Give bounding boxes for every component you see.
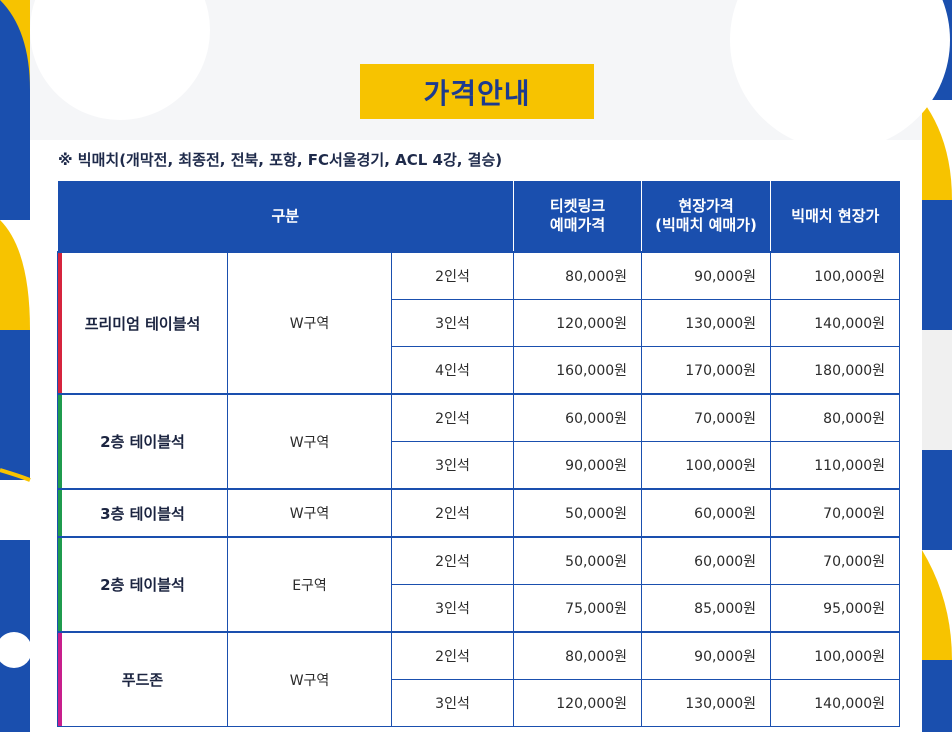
- seat-cell: 2인석: [390, 488, 515, 538]
- category-cell: 푸드존: [57, 631, 228, 727]
- ticketlink-price: 90,000원: [513, 441, 643, 490]
- bigmatch-price: 140,000원: [770, 299, 901, 347]
- seat-cell: 2인석: [390, 251, 515, 300]
- onsite-price: 170,000원: [641, 346, 772, 395]
- table-row: 2층 테이블석 W구역 2인석 60,000원 70,000원 80,000원: [57, 393, 901, 490]
- zone-cell: W구역: [227, 488, 392, 538]
- header-ticketlink-line2: 예매가격: [549, 216, 606, 234]
- table-row: 3인석 120,000원 130,000원 140,000원: [58, 679, 901, 727]
- header-ticketlink: 티켓링크 예매가격: [513, 181, 643, 252]
- page-title: 가격안내: [360, 64, 594, 119]
- onsite-price: 85,000원: [641, 584, 772, 633]
- table-row: 3층 테이블석 W구역 2인석 50,000원 60,000원 70,000원: [57, 488, 901, 538]
- seat-cell: 2인석: [390, 536, 515, 585]
- header-onsite: 현장가격 (빅매치 예매가): [641, 181, 772, 252]
- header-onsite-line2: (빅매치 예매가): [655, 216, 757, 234]
- category-cell: 3층 테이블석: [57, 488, 228, 538]
- onsite-price: 70,000원: [641, 393, 772, 442]
- seat-cell: 3인석: [390, 299, 515, 347]
- ticketlink-price: 120,000원: [513, 299, 643, 347]
- bigmatch-price: 80,000원: [770, 393, 901, 442]
- zone-cell: E구역: [227, 536, 392, 633]
- ticketlink-price: 50,000원: [513, 536, 643, 585]
- category-cell: 2층 테이블석: [57, 393, 228, 490]
- onsite-price: 130,000원: [641, 679, 772, 727]
- bigmatch-price: 70,000원: [770, 536, 901, 585]
- seat-cell: 3인석: [390, 584, 515, 633]
- table-row: 푸드존 W구역 2인석 80,000원 90,000원 100,000원: [57, 631, 901, 727]
- category-cell: 2층 테이블석: [57, 536, 228, 633]
- table-row: 프리미엄 테이블석 W구역 2인석 80,000원 90,000원 100,00…: [57, 251, 901, 395]
- bigmatch-note: ※ 빅매치(개막전, 최종전, 전북, 포항, FC서울경기, ACL 4강, …: [58, 151, 503, 169]
- zone-cell: W구역: [227, 393, 392, 490]
- ticketlink-price: 50,000원: [513, 488, 643, 538]
- seat-cell: 2인석: [390, 393, 515, 442]
- table-header-row: 구분 티켓링크 예매가격 현장가격 (빅매치 예매가) 빅매치 현장가: [57, 181, 900, 252]
- ticketlink-price: 80,000원: [513, 251, 643, 300]
- header-onsite-line1: 현장가격: [678, 197, 734, 215]
- category-cell: 프리미엄 테이블석: [57, 251, 228, 395]
- header-ticketlink-line1: 티켓링크: [549, 197, 606, 215]
- bigmatch-price: 70,000원: [770, 488, 901, 538]
- ticketlink-price: 160,000원: [513, 346, 643, 395]
- seat-cell: 2인석: [390, 631, 515, 680]
- table-row: 3인석 120,000원 130,000원 140,000원: [58, 299, 901, 347]
- ticketlink-price: 75,000원: [513, 584, 643, 633]
- bigmatch-price: 180,000원: [770, 346, 901, 395]
- zone-cell: W구역: [227, 251, 392, 395]
- price-table: 구분 티켓링크 예매가격 현장가격 (빅매치 예매가) 빅매치 현장가 프리미엄…: [57, 181, 901, 727]
- bigmatch-price: 100,000원: [770, 251, 901, 300]
- bigmatch-price: 110,000원: [770, 441, 901, 490]
- onsite-price: 60,000원: [641, 536, 772, 585]
- table-row: 2층 테이블석 E구역 2인석 50,000원 60,000원 70,000원: [57, 536, 901, 633]
- bigmatch-price: 140,000원: [770, 679, 901, 727]
- onsite-price: 60,000원: [641, 488, 772, 538]
- onsite-price: 90,000원: [641, 631, 772, 680]
- table-row: 3인석 75,000원 85,000원 95,000원: [58, 584, 901, 633]
- seat-cell: 4인석: [390, 346, 515, 395]
- onsite-price: 130,000원: [641, 299, 772, 347]
- ticketlink-price: 80,000원: [513, 631, 643, 680]
- ticketlink-price: 60,000원: [513, 393, 643, 442]
- table-row: 4인석 160,000원 170,000원 180,000원: [58, 346, 901, 395]
- bigmatch-price: 95,000원: [770, 584, 901, 633]
- header-bigmatch: 빅매치 현장가: [770, 181, 900, 252]
- zone-cell: W구역: [227, 631, 392, 727]
- ticketlink-price: 120,000원: [513, 679, 643, 727]
- onsite-price: 100,000원: [641, 441, 772, 490]
- bigmatch-price: 100,000원: [770, 631, 901, 680]
- onsite-price: 90,000원: [641, 251, 772, 300]
- seat-cell: 3인석: [390, 441, 515, 490]
- header-category: 구분: [57, 181, 515, 252]
- seat-cell: 3인석: [390, 679, 515, 727]
